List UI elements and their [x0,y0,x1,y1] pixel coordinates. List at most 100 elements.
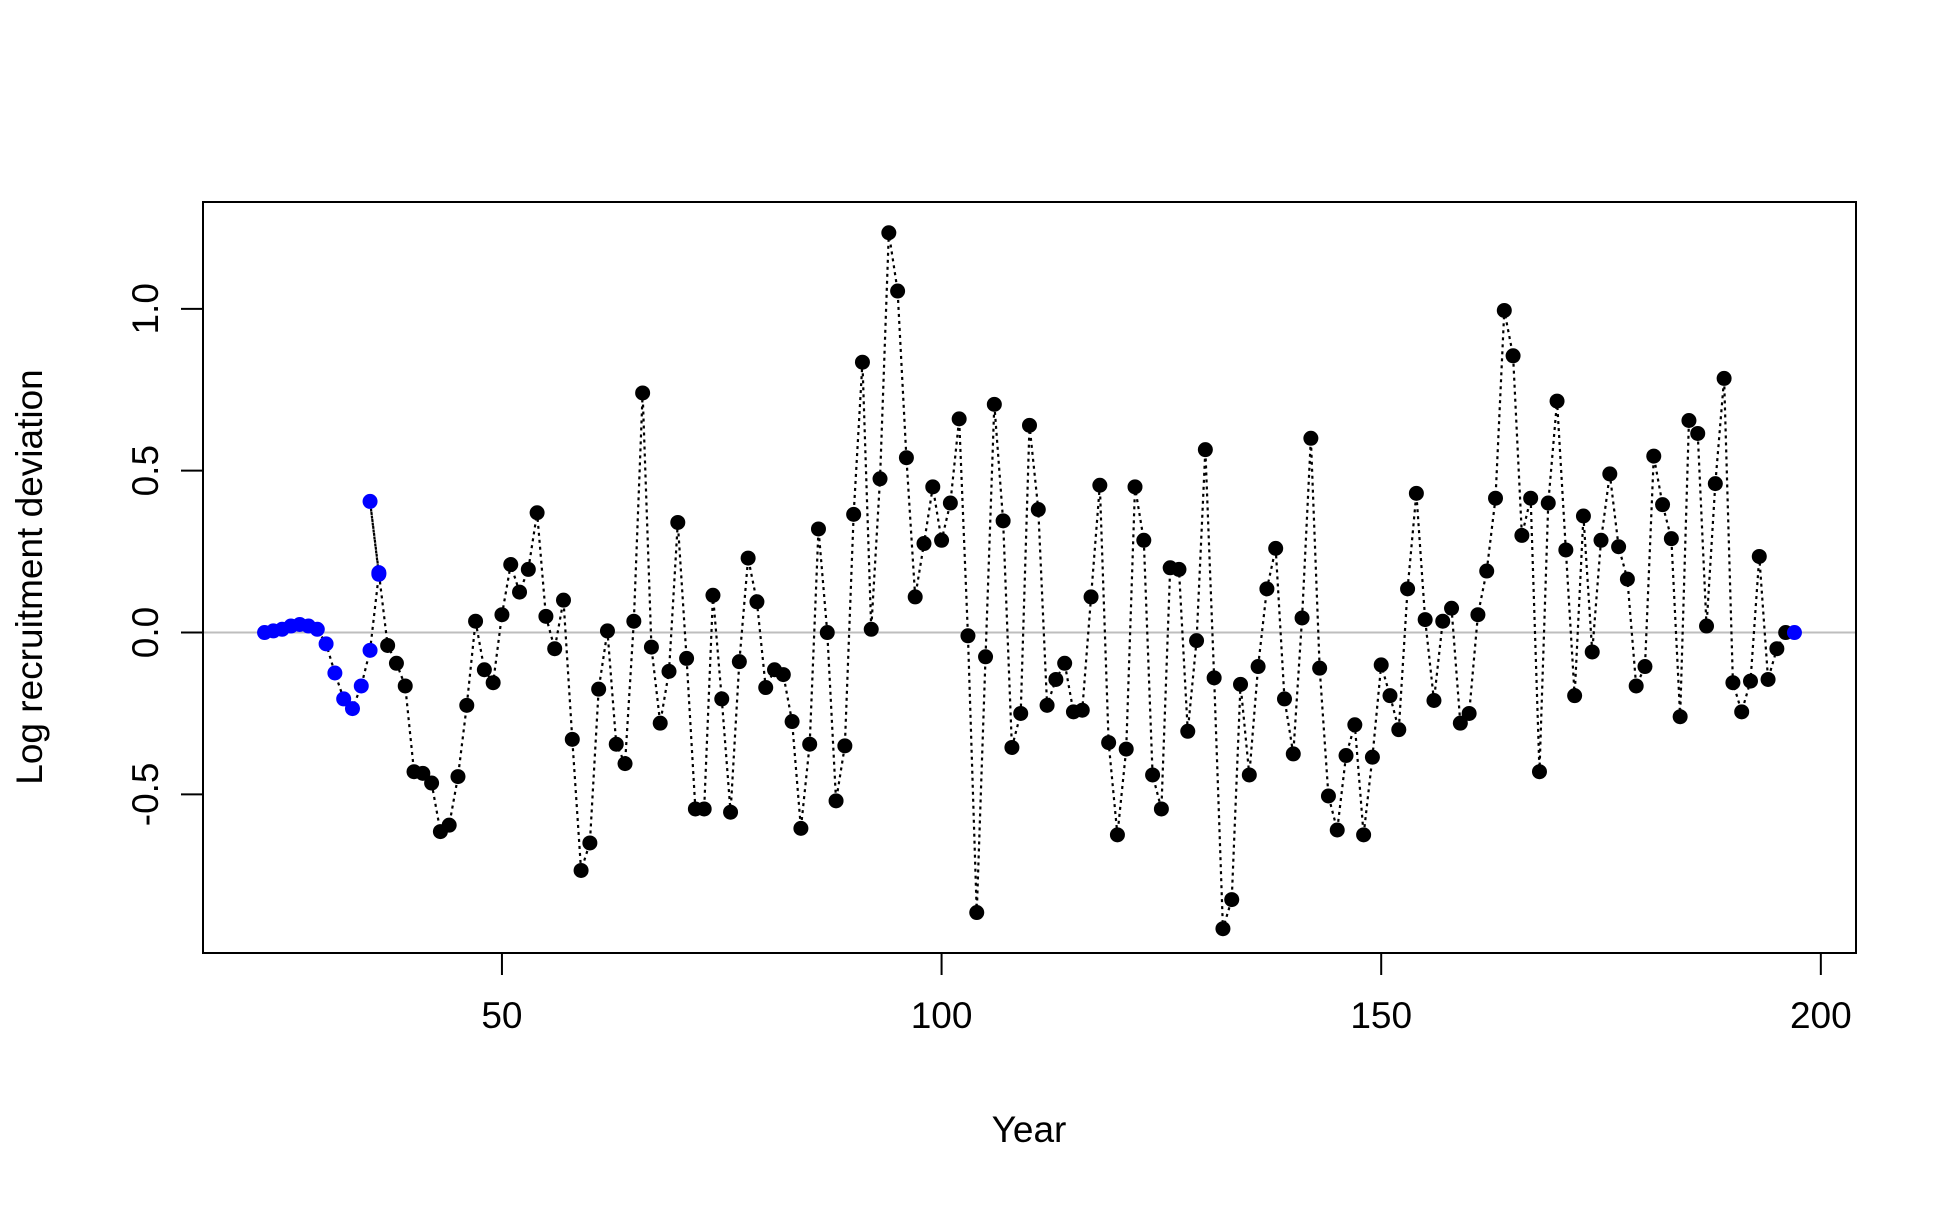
data-point [380,637,396,653]
data-point [1470,607,1486,623]
data-point [494,607,510,623]
data-point [1153,801,1169,817]
data-point [942,495,958,511]
data-point [1602,466,1618,482]
data-point [1329,822,1345,838]
data-point [810,521,826,537]
data-point [1435,613,1451,629]
data-point [468,613,484,629]
data-point [582,835,598,851]
data-point [951,411,967,427]
data-point [309,621,325,637]
data-point [793,820,809,836]
data-point [353,678,369,694]
y-tick-label: -0.5 [125,763,166,827]
data-point [1268,540,1284,556]
data-point [907,589,923,605]
data-point [617,756,633,772]
data-point [705,587,721,603]
y-axis-title: Log recruitment deviation [9,369,50,784]
data-point [1136,532,1152,548]
data-point [652,715,668,731]
data-point [591,681,607,697]
data-point [397,678,413,694]
data-point [1189,633,1205,649]
data-point [1611,539,1627,555]
data-point [573,862,589,878]
data-point [995,513,1011,529]
data-point [529,505,545,521]
data-point [1294,610,1310,626]
data-point [802,736,818,752]
data-point [450,769,466,785]
data-point [1022,417,1037,433]
data-point [749,594,765,610]
data-point [1127,479,1143,495]
data-point [1540,495,1556,511]
data-point [388,655,404,671]
data-point [1074,702,1090,718]
data-point [881,225,897,241]
data-point [1224,892,1240,908]
data-point [1699,618,1715,634]
data-point [1646,448,1662,464]
data-point [1681,413,1697,429]
series-lines-layer [264,232,1795,930]
data-point [714,691,730,707]
data-point [1259,581,1275,597]
data-point [1628,678,1644,694]
data-point [1215,921,1231,937]
data-point [969,905,985,921]
data-point [643,639,659,655]
data-point [1013,705,1029,721]
data-point [1558,542,1574,558]
data-point [1637,659,1653,675]
data-point [1320,788,1336,804]
data-point [1496,302,1512,318]
data-point [626,613,642,629]
data-point [459,697,475,713]
x-tick-label: 200 [1790,995,1852,1036]
data-point [1734,704,1750,720]
data-point [1786,625,1802,641]
data-point [564,731,580,747]
data-point [503,557,519,573]
data-point [854,354,870,370]
data-point [336,691,352,707]
plot-frame [202,201,1857,954]
data-point [1505,348,1521,364]
data-point [863,621,879,637]
data-point [635,385,651,401]
data-point [1514,527,1530,543]
data-point [1197,442,1213,458]
data-point [1584,644,1600,660]
data-point [1417,612,1433,628]
data-point [1742,673,1758,689]
data-point [1109,827,1125,843]
data-point [362,642,378,658]
data-point [1312,660,1328,676]
data-point [1206,670,1222,686]
data-point [1118,741,1134,757]
data-point [1488,490,1504,506]
x-axis-title: Year [992,1109,1067,1150]
data-point [1760,671,1776,687]
data-point [986,396,1002,412]
data-point [1347,717,1363,733]
data-point [740,550,756,566]
data-point [424,775,440,791]
data-point [784,714,800,730]
data-point [828,793,844,809]
data-point [872,471,888,487]
data-point [898,450,914,466]
data-point [1567,688,1583,704]
data-point [679,650,695,666]
data-point [318,636,334,652]
data-point [1285,746,1301,762]
data-point [837,738,853,754]
data-point [1338,748,1354,764]
data-point [1549,393,1565,409]
data-point [1057,655,1073,671]
data-point [1101,735,1117,751]
